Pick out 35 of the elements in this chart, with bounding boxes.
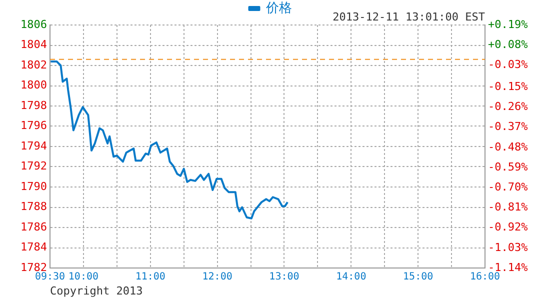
text: Copyright 2013: [50, 284, 143, 298]
text: 2013-12-11 13:01:00 EST: [332, 10, 486, 24]
y-tick-label: 1786: [20, 220, 47, 234]
y2-tick-label: -0.03%: [488, 58, 528, 72]
y2-tick-label: -0.59%: [488, 160, 528, 174]
y-tick-label: 1790: [20, 180, 47, 193]
x-tick-label: 10:00: [68, 272, 99, 283]
y-tick-label: 1792: [20, 160, 47, 173]
y-tick-label: 1806: [20, 18, 47, 31]
y2-tick-label: -0.92%: [488, 220, 528, 234]
y-tick-label: 1798: [20, 98, 47, 112]
y2-tick-label: +0.08%: [488, 38, 528, 51]
y2-tick-label: -0.26%: [488, 100, 528, 114]
y-tick-label: 1800: [20, 78, 47, 92]
y-tick-label: 1796: [20, 119, 47, 132]
y2-tick-label: -1.03%: [488, 240, 528, 254]
y-tick-label: 1804: [20, 38, 48, 52]
y2-tick-label: -0.70%: [488, 180, 528, 194]
y2-tick-label: -0.15%: [488, 80, 528, 93]
y2-tick-label: -0.48%: [488, 140, 528, 154]
x-tick-label: 12:00: [202, 272, 232, 283]
y2-tick-label: -0.81%: [488, 200, 528, 214]
x-tick-label: 16:00: [470, 272, 500, 283]
x-tick-label: 13:00: [269, 272, 300, 283]
x-tick-label: 11:00: [135, 272, 166, 283]
y-tick-label: 1794: [20, 139, 48, 152]
y2-tick-label: -0.37%: [488, 120, 528, 134]
legend-label: 价格: [264, 0, 292, 16]
x-tick-label: 09:30: [34, 272, 66, 283]
x-tick-label: 14:00: [336, 272, 366, 283]
x-tick-label: 15:00: [403, 272, 434, 283]
y-tick-label: 1788: [20, 200, 47, 214]
y-tick-label: 1784: [20, 240, 48, 254]
y-tick-label: 1802: [20, 58, 47, 72]
y2-tick-label: +0.19%: [488, 18, 528, 31]
